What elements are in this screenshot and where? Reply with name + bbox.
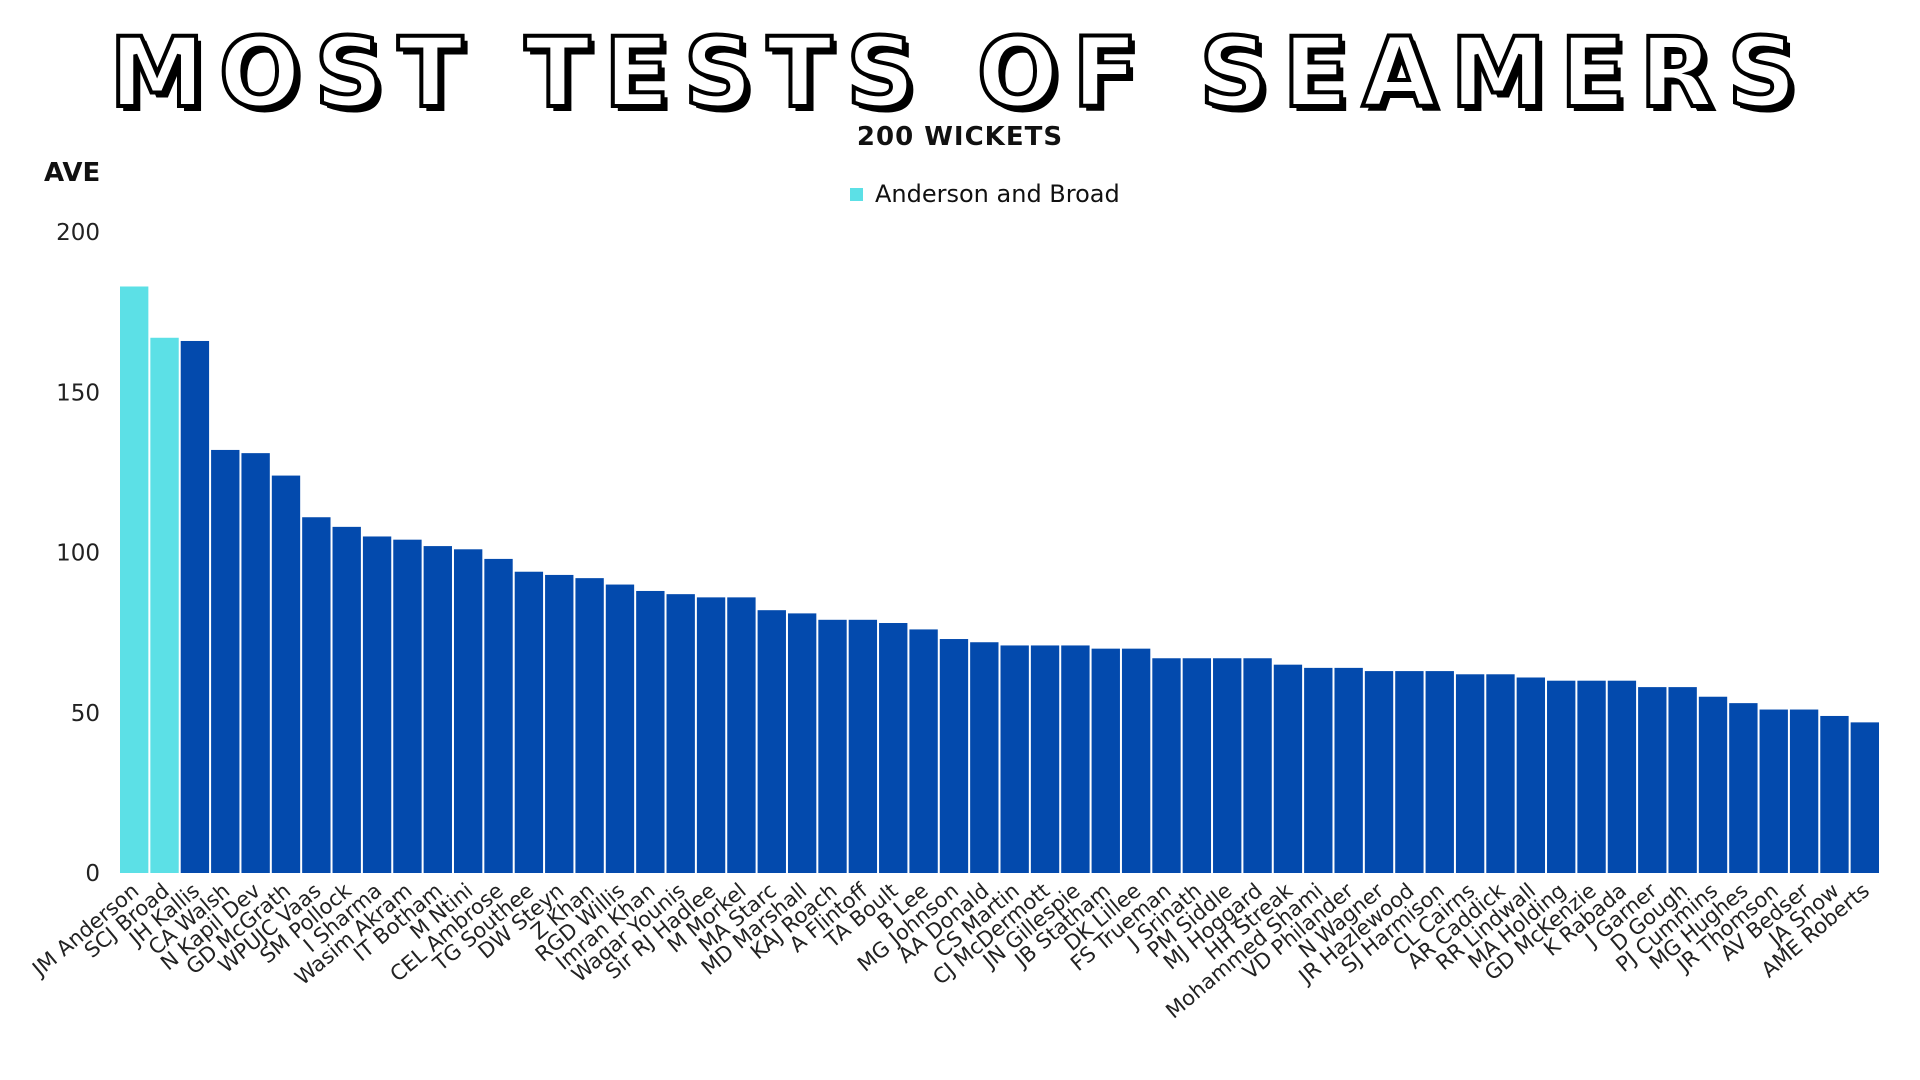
bar	[939, 639, 969, 873]
legend: Anderson and Broad	[850, 180, 1120, 208]
bar	[757, 610, 786, 873]
bar	[1273, 664, 1303, 873]
bar	[120, 286, 149, 873]
bar	[211, 449, 240, 873]
bar	[1334, 667, 1363, 873]
bar	[1091, 648, 1120, 873]
bar	[362, 536, 392, 873]
chart-title: MOST TESTS OF SEAMERS	[107, 16, 1811, 130]
bar	[1364, 671, 1394, 873]
bar	[848, 619, 878, 873]
legend-label: Anderson and Broad	[875, 180, 1120, 208]
legend-swatch	[850, 187, 863, 201]
bar	[1820, 715, 1849, 873]
bar	[787, 613, 817, 873]
bar	[271, 475, 301, 873]
bar	[1182, 658, 1212, 873]
bar	[1759, 709, 1788, 873]
bar	[1486, 674, 1515, 873]
y-tick-label: 100	[56, 541, 100, 567]
y-axis-label: AVE	[44, 158, 101, 188]
bar	[1455, 674, 1485, 873]
bar	[727, 597, 756, 873]
bar	[1395, 671, 1424, 873]
bar	[696, 597, 726, 873]
bar	[1607, 680, 1637, 873]
bar	[1030, 645, 1060, 873]
bar	[1000, 645, 1029, 873]
bar	[1304, 667, 1333, 873]
y-tick-label: 200	[56, 220, 100, 246]
bar	[818, 619, 847, 873]
bar	[909, 629, 938, 873]
bar	[1668, 687, 1697, 873]
bar	[514, 571, 544, 873]
bar	[180, 340, 210, 874]
y-tick-label: 50	[71, 701, 100, 727]
bar	[302, 517, 331, 873]
y-tick-label: 150	[56, 380, 100, 406]
bar	[1850, 722, 1879, 873]
y-axis-ticks: 0 50 100 150 200	[56, 220, 100, 887]
bar	[1213, 658, 1242, 873]
bar	[879, 623, 908, 873]
bar	[241, 453, 270, 873]
bar	[1698, 696, 1728, 873]
bars	[120, 286, 1879, 874]
bar	[970, 642, 999, 873]
bar	[1577, 680, 1606, 873]
bar	[1425, 671, 1454, 873]
chart-subtitle: 200 WICKETS	[856, 122, 1064, 152]
bar	[1789, 709, 1819, 873]
bar	[423, 546, 452, 873]
bar	[1547, 680, 1576, 873]
bar	[1152, 658, 1181, 873]
bar	[1729, 703, 1758, 873]
bar	[1121, 648, 1151, 873]
bar	[484, 558, 513, 873]
bar	[575, 578, 604, 873]
bar	[453, 549, 483, 873]
bar	[1516, 677, 1546, 873]
bar	[636, 590, 665, 873]
bar	[1061, 645, 1090, 873]
bar	[150, 337, 179, 873]
bar	[332, 526, 361, 873]
bar	[545, 574, 574, 873]
bar	[1638, 687, 1667, 873]
y-tick-label: 0	[85, 861, 100, 887]
bar	[1243, 658, 1272, 873]
bar	[605, 584, 635, 873]
bar	[393, 539, 422, 873]
bar	[666, 594, 695, 873]
